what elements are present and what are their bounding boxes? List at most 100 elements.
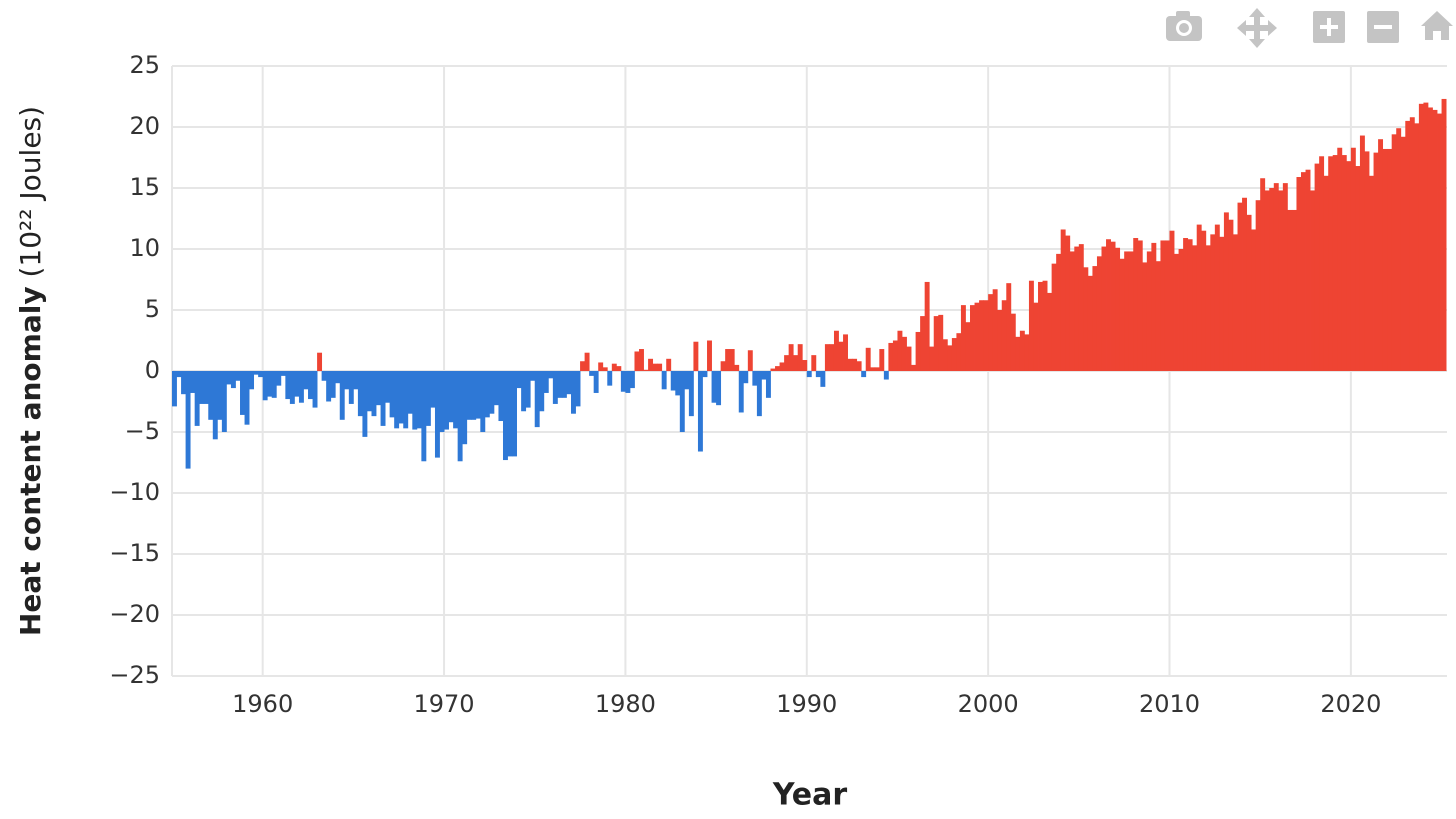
bar — [1074, 246, 1080, 371]
y-tick-label: 0 — [145, 356, 160, 384]
bar — [915, 331, 921, 371]
zoom-out-button[interactable] — [1367, 11, 1399, 43]
bar — [407, 371, 413, 414]
bar — [1382, 148, 1388, 371]
bar — [833, 330, 839, 371]
camera-button[interactable] — [1166, 11, 1202, 41]
y-tick-label: 20 — [129, 112, 160, 140]
bar — [271, 371, 277, 398]
bar — [1396, 128, 1402, 371]
bar — [280, 371, 286, 376]
bar — [666, 358, 672, 371]
y-tick-label: −10 — [109, 478, 160, 506]
bar — [1110, 241, 1116, 371]
bar — [870, 367, 876, 371]
bar — [521, 371, 527, 412]
bar — [815, 371, 821, 378]
bar — [212, 371, 218, 440]
bar — [434, 371, 440, 458]
bar — [575, 371, 581, 407]
bar — [240, 371, 245, 415]
bar — [548, 371, 554, 379]
bar — [756, 371, 762, 417]
pan-button[interactable] — [1237, 8, 1277, 48]
bar — [784, 355, 790, 371]
bar — [1341, 155, 1347, 371]
bar — [335, 371, 341, 384]
bar — [625, 371, 631, 393]
bar — [285, 371, 291, 400]
bar — [589, 371, 595, 376]
bar — [1232, 234, 1238, 371]
bar — [629, 371, 635, 389]
bar — [679, 371, 685, 432]
bar — [1423, 102, 1429, 371]
bar — [185, 371, 191, 469]
bar — [892, 340, 898, 371]
bar — [1296, 177, 1302, 371]
bar — [1155, 261, 1161, 371]
bar — [1051, 263, 1057, 371]
zoom-in-button[interactable] — [1313, 11, 1345, 43]
bar — [561, 371, 567, 398]
bar — [702, 371, 708, 378]
bar — [235, 371, 241, 381]
bar — [1210, 234, 1216, 371]
bar — [824, 344, 830, 371]
bar — [1251, 229, 1257, 371]
bar — [1223, 212, 1229, 371]
bar — [738, 371, 744, 413]
bar — [843, 334, 848, 371]
bar — [924, 281, 930, 371]
bar — [1264, 190, 1270, 371]
bar — [1142, 262, 1148, 371]
bar — [1069, 251, 1075, 371]
bar — [1038, 281, 1043, 371]
x-tick-label: 1990 — [776, 690, 837, 718]
bar — [1106, 239, 1111, 371]
bar — [1437, 113, 1442, 371]
bar — [303, 371, 309, 390]
bar — [1319, 156, 1325, 371]
bar — [711, 371, 717, 403]
bar — [793, 355, 799, 371]
bar — [997, 310, 1003, 371]
bar — [421, 371, 427, 462]
y-tick-label: 25 — [129, 51, 160, 79]
bar — [707, 340, 712, 371]
bar — [861, 371, 867, 378]
bar — [639, 349, 644, 371]
y-tick-label: −5 — [125, 417, 160, 445]
bars — [172, 98, 1447, 469]
bar — [960, 305, 966, 371]
bar — [1350, 147, 1356, 371]
bar — [620, 371, 626, 392]
bar — [543, 371, 549, 393]
bar — [376, 371, 381, 406]
bar — [317, 352, 323, 371]
bar — [530, 371, 536, 381]
bar — [203, 371, 209, 404]
bar — [1405, 120, 1411, 372]
bar — [1310, 190, 1316, 371]
bar — [230, 371, 236, 389]
bar — [1255, 200, 1261, 371]
x-tick-label: 1980 — [595, 690, 656, 718]
bar — [566, 371, 572, 395]
bar — [1042, 280, 1048, 371]
bar — [1214, 224, 1220, 371]
bar — [779, 362, 785, 371]
bar — [865, 347, 871, 371]
bar — [394, 371, 400, 429]
reset-button[interactable] — [1421, 11, 1453, 40]
bar — [1119, 258, 1125, 371]
bar — [820, 371, 826, 387]
bar — [965, 322, 971, 371]
bar — [1096, 256, 1102, 371]
bar — [557, 371, 563, 398]
bar — [847, 358, 853, 371]
bar — [1137, 240, 1143, 371]
bar — [344, 371, 350, 390]
bar — [348, 371, 354, 404]
x-tick-label: 1960 — [232, 690, 293, 718]
